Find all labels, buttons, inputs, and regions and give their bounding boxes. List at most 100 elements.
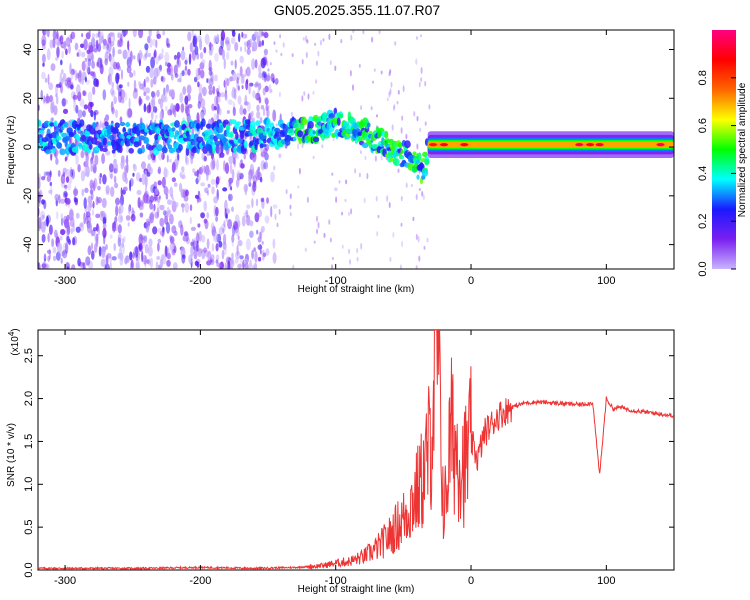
spectrogram-noise-blob <box>113 175 117 184</box>
spectrogram-noise-blob <box>348 248 350 255</box>
spectrogram-ridge-blob <box>65 135 71 140</box>
spectrogram-noise-blob <box>418 81 421 88</box>
spectrogram-ridge-blob <box>68 132 75 138</box>
spectrogram-noise-blob <box>190 226 196 231</box>
spectrogram-noise-blob <box>174 112 177 118</box>
spectrogram-noise-blob <box>128 97 131 110</box>
spectrogram-noise-blob <box>234 258 239 264</box>
spectrogram-ridge-blob <box>154 138 158 147</box>
spectrogram-noise-blob <box>106 253 112 259</box>
spectrogram-noise-blob <box>74 69 78 82</box>
spectrogram-noise-blob <box>272 238 276 249</box>
spectrogram-ridge-blob <box>49 122 55 127</box>
spectrogram-noise-blob <box>162 209 167 216</box>
spectrogram-noise-blob <box>96 235 99 248</box>
spectrogram-ridge-blob <box>361 142 369 149</box>
spectrogram-noise-blob <box>122 186 128 192</box>
spectrogram-noise-blob <box>231 30 236 38</box>
spectrogram-noise-blob <box>56 46 60 59</box>
spectrogram-noise-blob <box>160 76 166 83</box>
spectrogram-noise-blob <box>65 176 70 183</box>
spectrogram-noise-blob <box>419 127 422 132</box>
spectrogram-noise-blob <box>150 56 156 69</box>
spectrogram-ridge-blob <box>228 139 235 144</box>
spectrogram-noise-blob <box>144 52 148 59</box>
spectrogram-noise-blob <box>328 219 331 225</box>
spectrogram-noise-blob <box>74 198 79 206</box>
spectrogram-noise-blob <box>313 240 316 244</box>
spectrogram-noise-blob <box>65 195 68 207</box>
spectrogram-noise-blob <box>41 263 47 269</box>
spectrogram-noise-blob <box>52 38 56 49</box>
spectrogram-noise-blob <box>415 58 418 65</box>
spectrogram-noise-blob <box>115 61 120 70</box>
spectrogram-noise-blob <box>260 151 266 158</box>
spectrogram-noise-blob <box>138 233 144 246</box>
spectrogram-noise-blob <box>79 223 84 228</box>
spectrogram-noise-blob <box>316 228 318 235</box>
spectrogram-noise-blob <box>405 133 408 140</box>
spectrogram-noise-blob <box>99 120 102 129</box>
spectrogram-noise-blob <box>54 229 58 238</box>
spectrogram-noise-blob <box>214 52 219 62</box>
spectrogram-noise-blob <box>255 169 261 181</box>
spectrogram-noise-blob <box>173 182 178 187</box>
spectrogram-noise-blob <box>240 163 245 169</box>
spectrogram-noise-blob <box>76 84 81 96</box>
spectrogram-noise-blob <box>223 220 226 228</box>
spectrogram-noise-blob <box>55 157 59 165</box>
spectrogram-noise-blob <box>241 85 244 90</box>
spectrogram-noise-blob <box>338 180 341 184</box>
spectrogram-noise-blob <box>213 106 217 111</box>
spectrogram-noise-blob <box>216 33 220 44</box>
spectrogram-ridge-blob <box>92 122 97 129</box>
spectrogram-noise-blob <box>111 81 114 89</box>
spectrogram-noise-blob <box>158 53 164 60</box>
spectrogram-noise-blob <box>107 73 112 86</box>
spectrogram-ridge-blob <box>163 145 167 152</box>
spectrogram-noise-blob <box>98 246 102 257</box>
spectrogram-peak <box>575 143 584 147</box>
spectrogram-noise-blob <box>84 57 88 63</box>
spectrogram-noise-blob <box>64 184 68 189</box>
spectrogram-noise-blob <box>227 99 233 105</box>
spectrogram-noise-blob <box>166 67 171 73</box>
spectrogram-ridge-blob <box>254 143 258 151</box>
spectrogram-noise-blob <box>231 234 235 243</box>
spectrogram-noise-blob <box>261 31 265 36</box>
spectrogram-noise-blob <box>258 72 263 79</box>
spectrogram-noise-blob <box>62 108 69 114</box>
spectrogram-noise-blob <box>100 258 106 267</box>
spectrogram-noise-blob <box>185 105 190 117</box>
spectrogram-noise-blob <box>249 230 254 238</box>
spectrogram-noise-blob <box>138 242 143 252</box>
spectrogram-noise-blob <box>213 35 218 44</box>
spectrogram-noise-blob <box>71 264 76 269</box>
spectrogram-noise-blob <box>125 255 130 264</box>
spectrogram-noise-blob <box>371 36 374 43</box>
snr-panel: -300 -200 -100 0 100 0.0 0.5 1.0 1.5 2.0 2.5 (x10… <box>6 328 675 595</box>
spectrogram-noise-blob <box>223 80 226 88</box>
spectrogram-noise-blob <box>161 48 164 55</box>
spectrogram-ridge-blob <box>51 147 56 154</box>
spectrogram-noise-blob <box>157 238 162 244</box>
spectrogram-noise-blob <box>46 48 51 61</box>
spectrogram-noise-blob <box>165 105 168 111</box>
spectrogram-noise-blob <box>180 224 184 236</box>
spectrogram-noise-blob <box>197 35 202 43</box>
colorbar: 0.0 0.2 0.4 0.6 0.8 Normalized spectral ampl… <box>697 30 748 277</box>
spectrogram-noise-blob <box>181 166 185 173</box>
spectrogram-noise-blob <box>91 242 93 250</box>
spectrogram-noise-blob <box>378 30 381 35</box>
spectrogram-noise-blob <box>260 197 265 203</box>
spectrogram-noise-blob <box>246 78 249 85</box>
spectrogram-noise-blob <box>164 245 168 258</box>
spectrogram-noise-blob <box>60 229 66 236</box>
spectrogram-noise-blob <box>206 169 212 176</box>
spectrogram-noise-blob <box>87 245 92 256</box>
spectrogram-noise-blob <box>181 171 185 179</box>
spectrogram-noise-blob <box>239 55 244 64</box>
spectrogram-noise-blob <box>389 257 392 262</box>
spectrogram-ridge-blob <box>418 152 422 161</box>
spectrogram-noise-blob <box>101 197 107 209</box>
